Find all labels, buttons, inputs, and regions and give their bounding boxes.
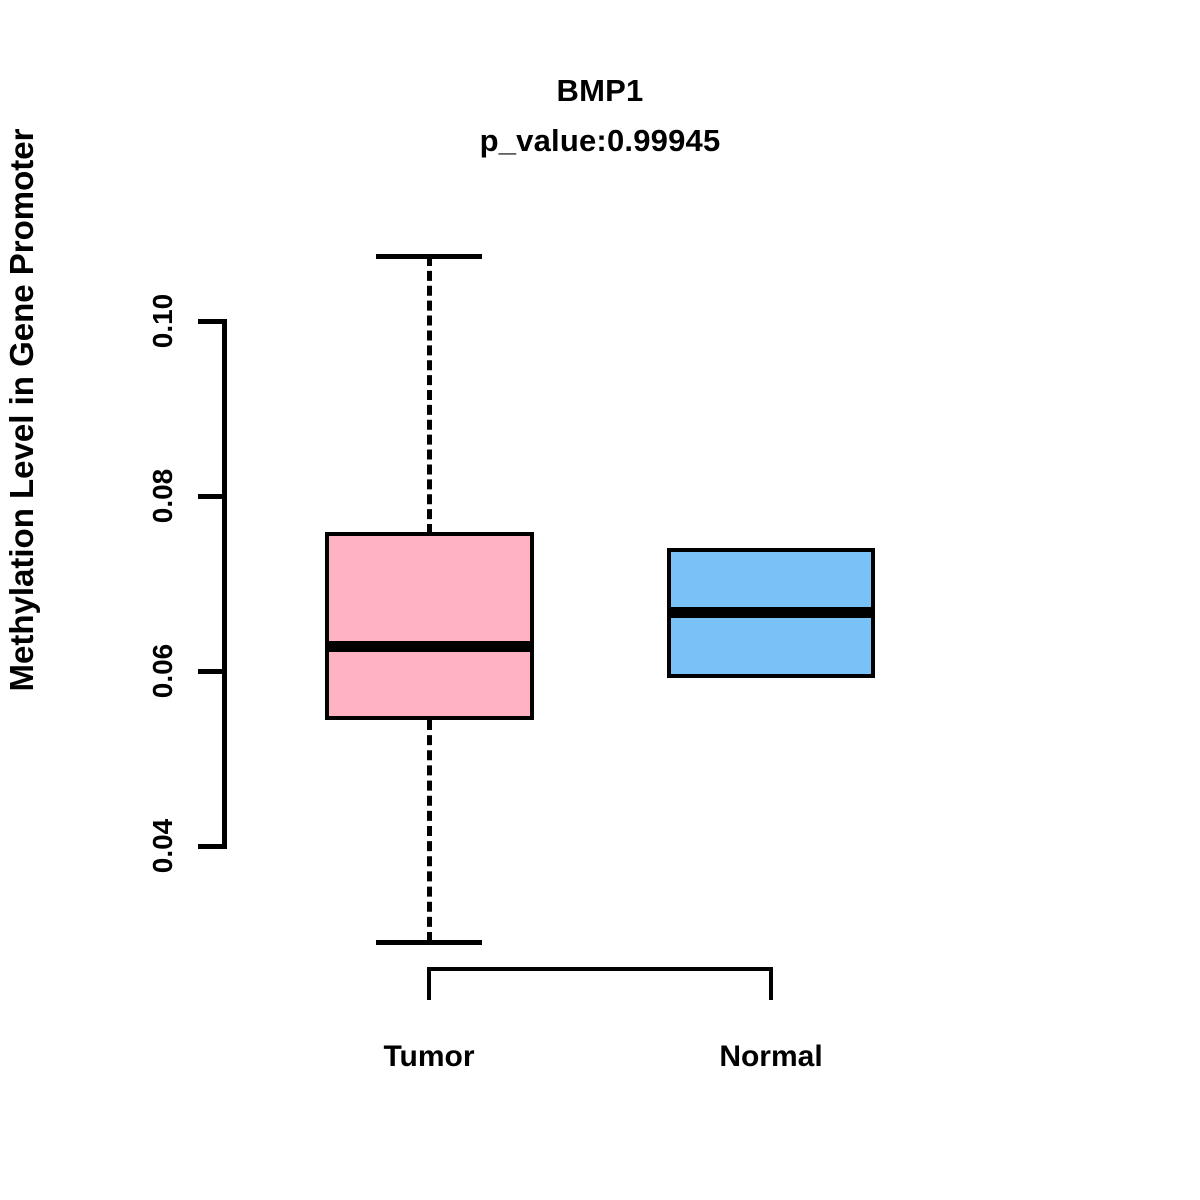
y-axis-tick-0.06 xyxy=(198,669,224,674)
y-axis-tick-label-0.10: 0.10 xyxy=(147,293,178,349)
normal-median-line xyxy=(667,607,875,618)
tumor-lower-whisker-cap xyxy=(376,940,482,945)
x-axis-line xyxy=(427,967,773,971)
tumor-box[interactable] xyxy=(325,532,534,720)
y-axis-title: Methylation Level in Gene Promoter xyxy=(3,128,40,692)
y-axis-tick-label-0.06: 0.06 xyxy=(147,643,178,699)
chart-subtitle-pvalue: p_value:0.99945 xyxy=(479,123,721,158)
tumor-lower-whisker-line xyxy=(427,720,432,942)
x-axis-label-tumor: Tumor xyxy=(383,1040,475,1073)
tumor-upper-whisker-line xyxy=(427,256,432,534)
y-axis-tick-label-0.04: 0.04 xyxy=(147,818,178,874)
x-axis-tick-normal xyxy=(769,967,773,1000)
y-axis-line xyxy=(222,319,227,849)
y-axis-tick-label-0.08: 0.08 xyxy=(147,468,178,524)
x-axis-label-normal: Normal xyxy=(719,1040,823,1073)
x-axis-tick-tumor xyxy=(427,967,431,1000)
y-axis-tick-0.10 xyxy=(198,319,224,324)
tumor-median-line xyxy=(325,641,534,652)
chart-title: BMP1 xyxy=(556,73,644,108)
y-axis-tick-0.04 xyxy=(198,844,224,849)
y-axis-tick-0.08 xyxy=(198,494,224,499)
